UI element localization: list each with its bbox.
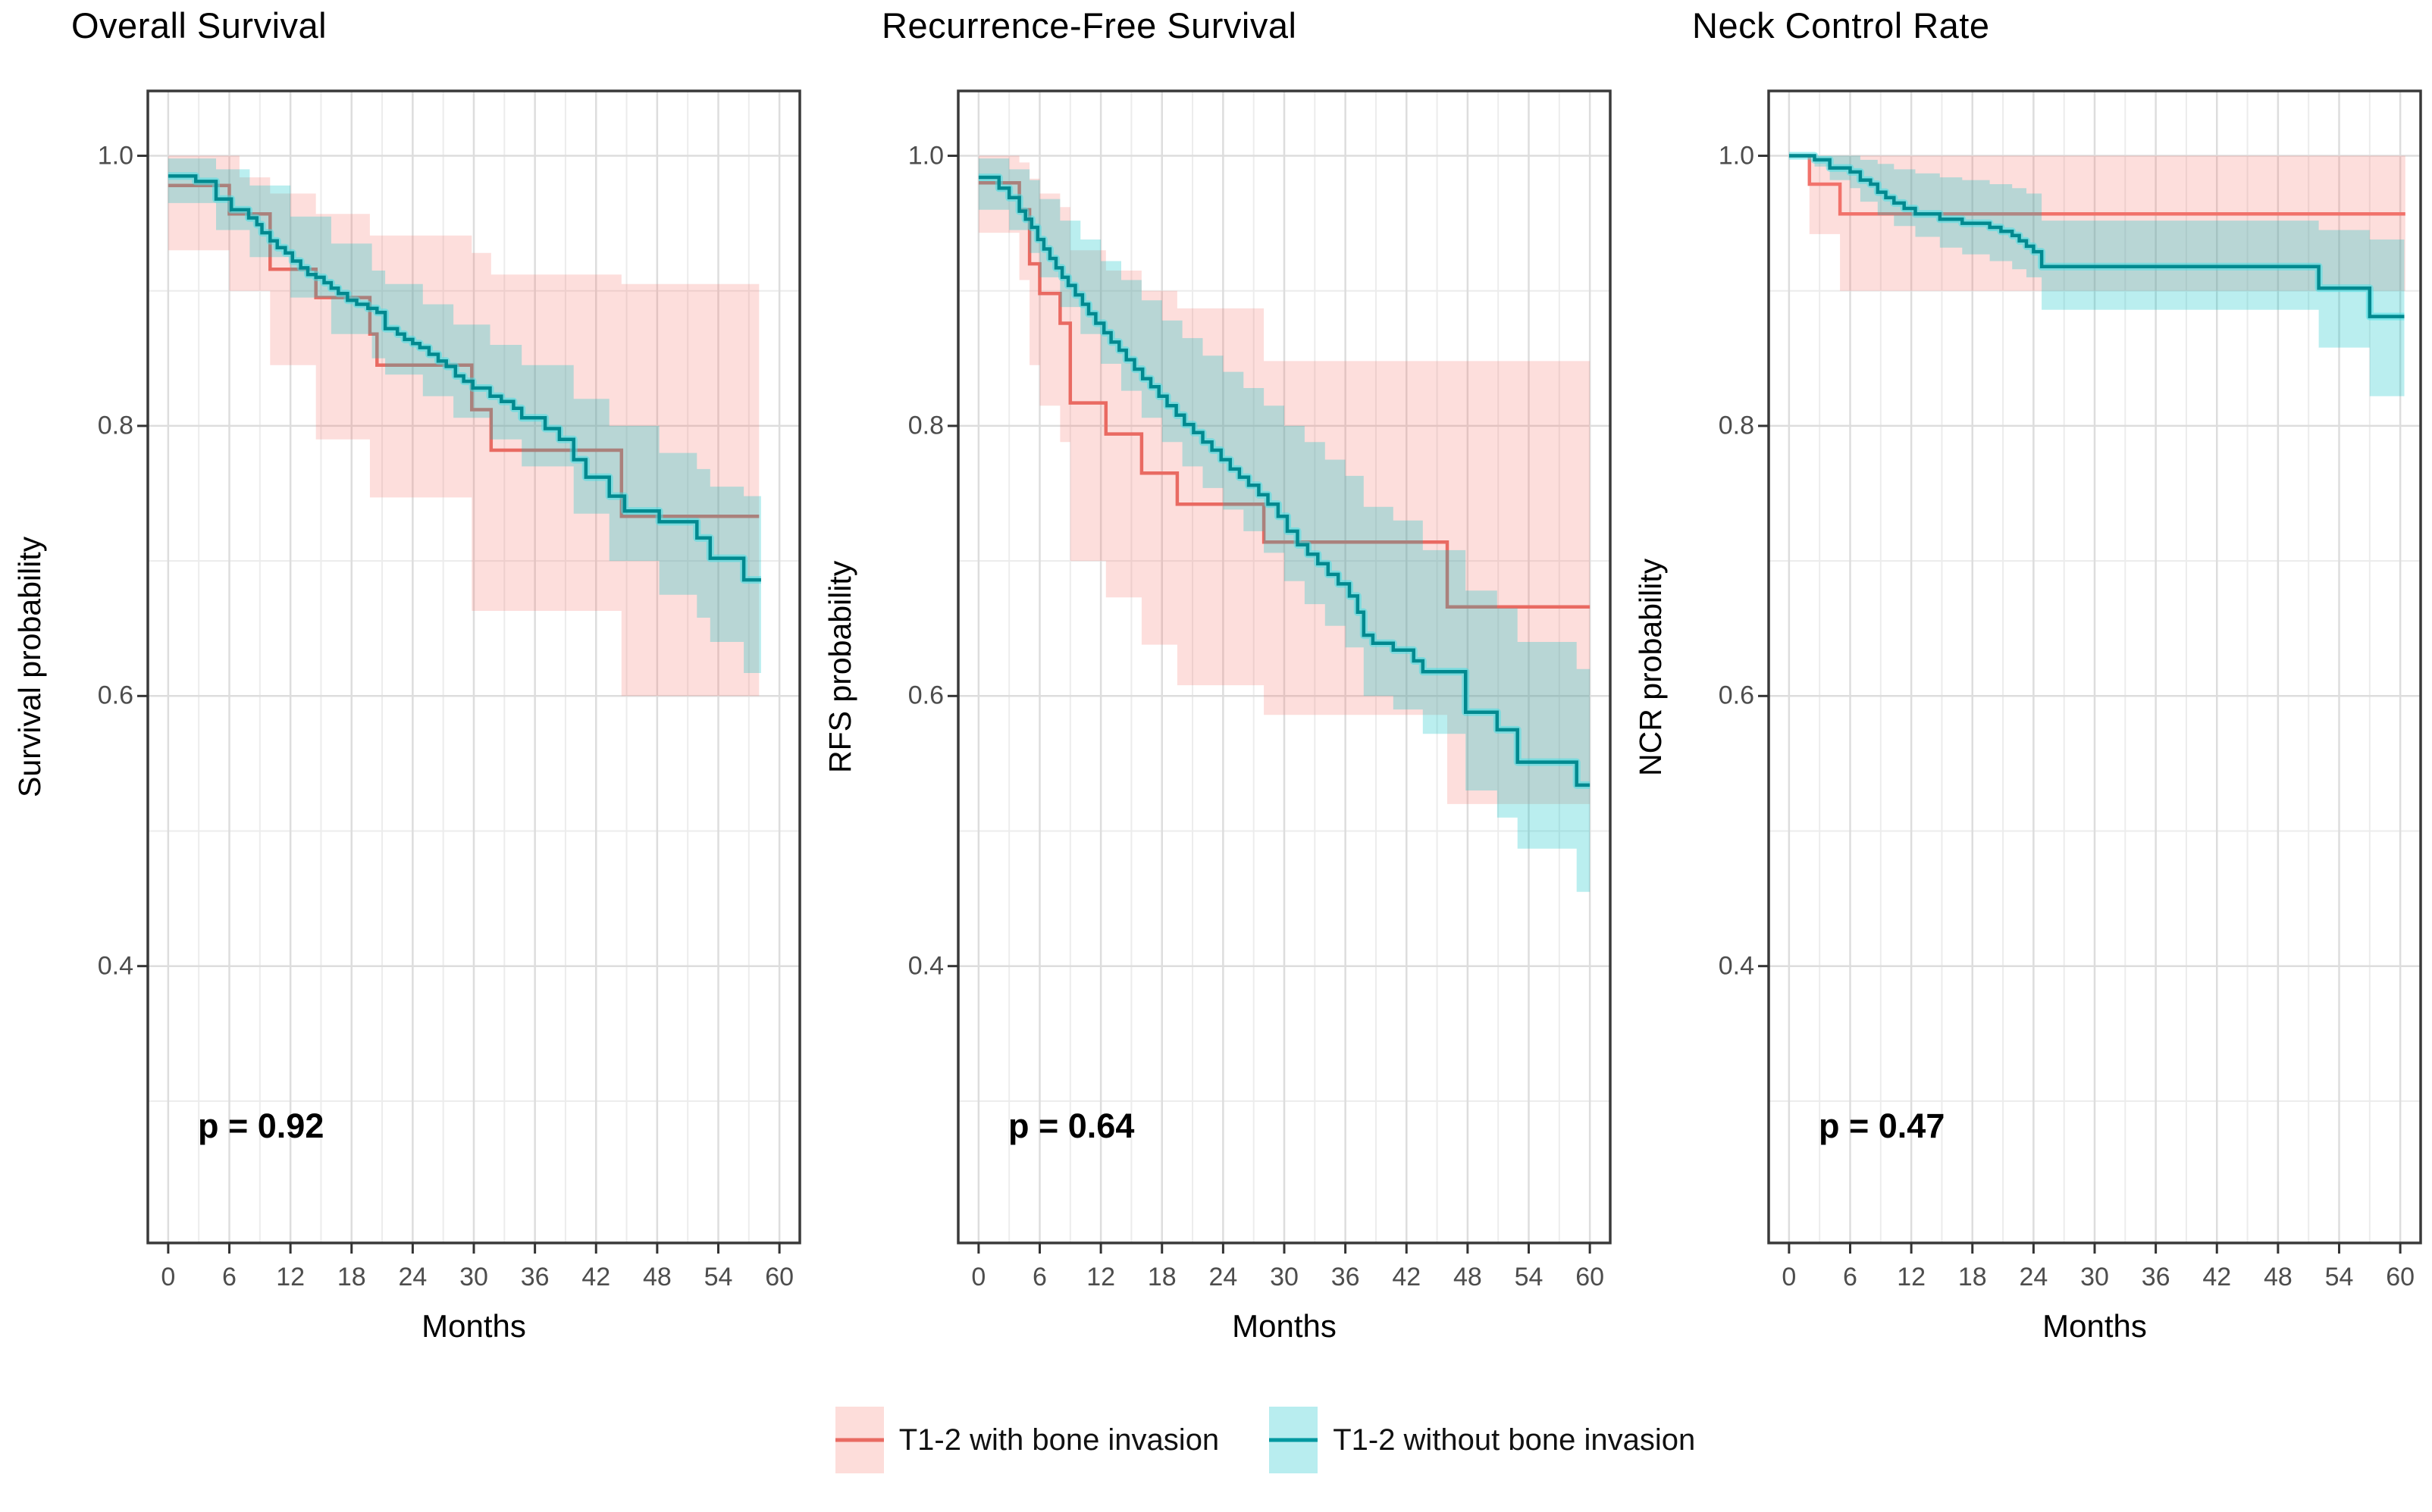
legend-entry-with-bone-invasion: T1-2 with bone invasion xyxy=(835,1407,1219,1473)
x-tick-label: 24 xyxy=(1208,1263,1238,1291)
legend-swatch-teal xyxy=(1269,1407,1318,1473)
y-axis-title: Survival probability xyxy=(12,536,47,798)
x-axis-title: Months xyxy=(1232,1308,1337,1344)
x-tick-label: 18 xyxy=(1957,1263,1987,1291)
charts-row: Overall Survival Survival probability 1.… xyxy=(0,0,2431,1398)
x-tick-label: 42 xyxy=(1392,1263,1421,1291)
x-tick-label: 60 xyxy=(1575,1263,1605,1291)
legend-label: T1-2 with bone invasion xyxy=(898,1423,1220,1457)
panel-title: Overall Survival xyxy=(71,5,328,45)
km-plot-svg xyxy=(1758,89,2422,1254)
y-tick-label: 0.4 xyxy=(97,951,133,981)
y-tick-labels: 1.0 0.8 0.6 0.4 xyxy=(61,91,133,1243)
km-plot-svg xyxy=(137,89,801,1254)
plot-area: p = 0.92 xyxy=(137,89,801,1254)
x-axis-title: Months xyxy=(2042,1308,2147,1344)
y-tick-label: 1.0 xyxy=(97,141,133,171)
y-tick-label: 0.6 xyxy=(1718,681,1754,710)
x-tick-labels: 0 6 12 18 24 30 36 42 48 54 60 xyxy=(148,1263,800,1296)
x-tick-label: 54 xyxy=(1514,1263,1544,1291)
y-tick-label: 0.4 xyxy=(907,951,944,981)
plot-area: p = 0.47 xyxy=(1758,89,2422,1254)
y-tick-label: 0.8 xyxy=(907,411,944,440)
p-value-annotation: p = 0.64 xyxy=(1008,1107,1135,1145)
legend-line-teal xyxy=(1269,1438,1318,1442)
x-tick-label: 18 xyxy=(337,1263,366,1291)
panel-overall-survival: Overall Survival Survival probability 1.… xyxy=(0,0,810,1398)
legend-swatch-red xyxy=(835,1407,884,1473)
x-tick-label: 24 xyxy=(2019,1263,2048,1291)
plot-area: p = 0.64 xyxy=(948,89,1612,1254)
x-tick-label: 54 xyxy=(704,1263,733,1291)
legend-label: T1-2 without bone invasion xyxy=(1333,1423,1696,1457)
x-tick-label: 12 xyxy=(1897,1263,1926,1291)
legend-entry-without-bone-invasion: T1-2 without bone invasion xyxy=(1269,1407,1695,1473)
x-tick-label: 0 xyxy=(971,1263,986,1291)
y-tick-label: 0.6 xyxy=(97,681,133,710)
p-value-annotation: p = 0.47 xyxy=(1819,1107,1945,1145)
panel-neck-control-rate: Neck Control Rate NCR probability 1.0 0.8… xyxy=(1621,0,2431,1398)
y-tick-label: 0.4 xyxy=(1718,951,1754,981)
x-tick-label: 60 xyxy=(2386,1263,2415,1291)
x-tick-label: 24 xyxy=(398,1263,428,1291)
x-tick-label: 6 xyxy=(1843,1263,1857,1291)
x-tick-label: 36 xyxy=(2141,1263,2170,1291)
y-tick-labels: 1.0 0.8 0.6 0.4 xyxy=(1681,91,1754,1243)
x-tick-label: 6 xyxy=(1033,1263,1047,1291)
x-tick-label: 30 xyxy=(1270,1263,1299,1291)
y-tick-label: 1.0 xyxy=(907,141,944,171)
x-tick-label: 48 xyxy=(642,1263,672,1291)
x-tick-label: 36 xyxy=(520,1263,550,1291)
y-tick-label: 0.8 xyxy=(1718,411,1754,440)
panel-title: Neck Control Rate xyxy=(1692,5,1990,45)
legend-line-red xyxy=(835,1438,884,1442)
y-axis-title: NCR probability xyxy=(1633,558,1668,776)
legend: T1-2 with bone invasion T1-2 without bon… xyxy=(0,1407,2432,1473)
y-tick-labels: 1.0 0.8 0.6 0.4 xyxy=(871,91,944,1243)
y-tick-label: 0.8 xyxy=(97,411,133,440)
x-tick-labels: 0 6 12 18 24 30 36 42 48 54 60 xyxy=(958,1263,1610,1296)
x-tick-label: 42 xyxy=(2202,1263,2232,1291)
panel-title: Recurrence-Free Survival xyxy=(882,5,1297,45)
km-plot-svg xyxy=(948,89,1612,1254)
y-tick-label: 0.6 xyxy=(907,681,944,710)
x-tick-label: 54 xyxy=(2324,1263,2354,1291)
y-axis-title: RFS probability xyxy=(823,560,857,774)
x-tick-label: 12 xyxy=(276,1263,306,1291)
x-tick-label: 48 xyxy=(1453,1263,1482,1291)
panel-recurrence-free-survival: Recurrence-Free Survival RFS probability… xyxy=(810,0,1621,1398)
x-tick-label: 6 xyxy=(222,1263,237,1291)
x-tick-labels: 0 6 12 18 24 30 36 42 48 54 60 xyxy=(1769,1263,2421,1296)
x-tick-label: 12 xyxy=(1086,1263,1116,1291)
x-tick-label: 30 xyxy=(2080,1263,2109,1291)
x-tick-label: 18 xyxy=(1147,1263,1177,1291)
x-tick-label: 30 xyxy=(459,1263,488,1291)
y-tick-label: 1.0 xyxy=(1718,141,1754,171)
p-value-annotation: p = 0.92 xyxy=(198,1107,324,1145)
x-tick-label: 0 xyxy=(1782,1263,1797,1291)
x-tick-label: 42 xyxy=(581,1263,611,1291)
x-tick-label: 36 xyxy=(1330,1263,1360,1291)
x-axis-title: Months xyxy=(422,1308,526,1344)
x-tick-label: 48 xyxy=(2263,1263,2293,1291)
x-tick-label: 0 xyxy=(161,1263,176,1291)
x-tick-label: 60 xyxy=(765,1263,794,1291)
